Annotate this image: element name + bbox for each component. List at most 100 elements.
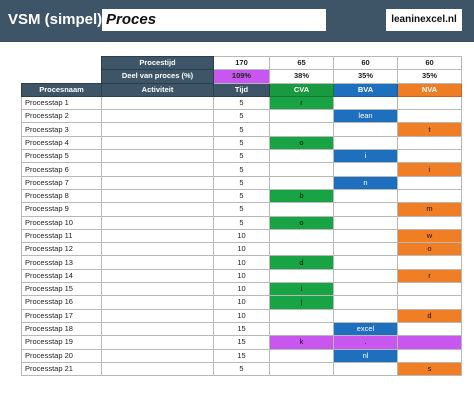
cva-cell[interactable] xyxy=(269,228,334,244)
bva-cell[interactable]: nl xyxy=(333,348,398,363)
bva-cell[interactable]: n xyxy=(333,175,398,190)
cva-cell[interactable]: o xyxy=(269,215,334,230)
bva-cell[interactable] xyxy=(333,282,398,297)
bva-cell[interactable] xyxy=(333,308,398,323)
activiteit-cell[interactable] xyxy=(101,215,214,230)
procesnaam-cell[interactable]: Processtap 21 xyxy=(21,361,102,377)
cva-cell[interactable]: b xyxy=(269,188,334,204)
tijd-cell[interactable]: 15 xyxy=(213,321,270,337)
cva-cell[interactable]: d xyxy=(269,255,334,270)
tijd-cell[interactable]: 5 xyxy=(213,188,270,204)
process-name-input[interactable]: Proces xyxy=(102,9,326,31)
cva-cell[interactable] xyxy=(269,122,334,137)
activiteit-cell[interactable] xyxy=(101,255,214,270)
deel-cva[interactable]: 38% xyxy=(269,69,334,84)
cva-cell[interactable]: o xyxy=(269,135,334,151)
activiteit-cell[interactable] xyxy=(101,109,214,124)
activiteit-cell[interactable] xyxy=(101,361,214,377)
cva-cell[interactable] xyxy=(269,202,334,217)
bva-cell[interactable] xyxy=(333,202,398,217)
bva-cell[interactable] xyxy=(333,242,398,257)
activiteit-cell[interactable] xyxy=(101,162,214,177)
deel-bva[interactable]: 35% xyxy=(333,69,398,84)
tijd-cell[interactable]: 15 xyxy=(213,335,270,350)
tijd-cell[interactable]: 10 xyxy=(213,228,270,244)
activiteit-cell[interactable] xyxy=(101,202,214,217)
cva-cell[interactable] xyxy=(269,162,334,177)
procesnaam-cell[interactable]: Processtap 15 xyxy=(21,282,102,297)
cva-cell[interactable] xyxy=(269,361,334,377)
tijd-cell[interactable]: 10 xyxy=(213,308,270,323)
activiteit-cell[interactable] xyxy=(101,268,214,284)
cva-cell[interactable]: k xyxy=(269,335,334,350)
column-header-bva[interactable]: BVA xyxy=(333,82,398,97)
activiteit-cell[interactable] xyxy=(101,188,214,204)
tijd-cell[interactable]: 5 xyxy=(213,175,270,190)
bva-cell[interactable] xyxy=(333,295,398,310)
bva-cell[interactable] xyxy=(333,122,398,137)
activiteit-cell[interactable] xyxy=(101,149,214,164)
nva-cell[interactable]: d xyxy=(397,308,462,323)
cva-cell[interactable] xyxy=(269,321,334,337)
nva-cell[interactable] xyxy=(397,109,462,124)
procesnaam-cell[interactable]: Processtap 3 xyxy=(21,122,102,137)
nva-cell[interactable] xyxy=(397,295,462,310)
bva-cell[interactable] xyxy=(333,162,398,177)
cva-cell[interactable]: i xyxy=(269,282,334,297)
nva-cell[interactable]: t xyxy=(397,122,462,137)
column-header-tijd[interactable]: Tijd xyxy=(213,82,270,97)
column-header-nva[interactable]: NVA xyxy=(397,82,462,97)
procesnaam-cell[interactable]: Processtap 8 xyxy=(21,188,102,204)
bva-cell[interactable] xyxy=(333,188,398,204)
tijd-cell[interactable]: 5 xyxy=(213,202,270,217)
deel-tijd[interactable]: 109% xyxy=(213,69,270,84)
column-header-cva[interactable]: CVA xyxy=(269,82,334,97)
bva-cell[interactable]: . xyxy=(333,335,398,350)
bva-cell[interactable] xyxy=(333,228,398,244)
bva-cell[interactable] xyxy=(333,361,398,377)
activiteit-cell[interactable] xyxy=(101,335,214,350)
bva-cell[interactable] xyxy=(333,215,398,230)
procestijd-cva[interactable]: 65 xyxy=(269,55,334,71)
activiteit-cell[interactable] xyxy=(101,282,214,297)
tijd-cell[interactable]: 15 xyxy=(213,348,270,363)
nva-cell[interactable] xyxy=(397,175,462,190)
procesnaam-cell[interactable]: Processtap 10 xyxy=(21,215,102,230)
procestijd-nva[interactable]: 60 xyxy=(397,55,462,71)
nva-cell[interactable]: o xyxy=(397,242,462,257)
procesnaam-cell[interactable]: Processtap 12 xyxy=(21,242,102,257)
procesnaam-cell[interactable]: Processtap 19 xyxy=(21,335,102,350)
cva-cell[interactable] xyxy=(269,109,334,124)
nva-cell[interactable] xyxy=(397,321,462,337)
activiteit-cell[interactable] xyxy=(101,135,214,151)
tijd-cell[interactable]: 10 xyxy=(213,282,270,297)
nva-cell[interactable] xyxy=(397,215,462,230)
procesnaam-cell[interactable]: Processtap 1 xyxy=(21,95,102,111)
tijd-cell[interactable]: 5 xyxy=(213,95,270,111)
tijd-cell[interactable]: 10 xyxy=(213,242,270,257)
procesnaam-cell[interactable]: Processtap 20 xyxy=(21,348,102,363)
tijd-cell[interactable]: 5 xyxy=(213,361,270,377)
tijd-cell[interactable]: 5 xyxy=(213,109,270,124)
procesnaam-cell[interactable]: Processtap 13 xyxy=(21,255,102,270)
cva-cell[interactable]: r xyxy=(269,95,334,111)
nva-cell[interactable] xyxy=(397,282,462,297)
nva-cell[interactable] xyxy=(397,188,462,204)
cva-cell[interactable] xyxy=(269,242,334,257)
nva-cell[interactable] xyxy=(397,348,462,363)
tijd-cell[interactable]: 5 xyxy=(213,135,270,151)
bva-cell[interactable]: lean xyxy=(333,109,398,124)
activiteit-cell[interactable] xyxy=(101,242,214,257)
procesnaam-cell[interactable]: Processtap 16 xyxy=(21,295,102,310)
procestijd-tijd[interactable]: 170 xyxy=(213,55,270,71)
activiteit-cell[interactable] xyxy=(101,348,214,363)
tijd-cell[interactable]: 5 xyxy=(213,215,270,230)
activiteit-cell[interactable] xyxy=(101,321,214,337)
nva-cell[interactable] xyxy=(397,255,462,270)
cva-cell[interactable] xyxy=(269,268,334,284)
nva-cell[interactable]: s xyxy=(397,361,462,377)
procesnaam-cell[interactable]: Processtap 2 xyxy=(21,109,102,124)
tijd-cell[interactable]: 10 xyxy=(213,268,270,284)
procesnaam-cell[interactable]: Processtap 4 xyxy=(21,135,102,151)
nva-cell[interactable] xyxy=(397,95,462,111)
